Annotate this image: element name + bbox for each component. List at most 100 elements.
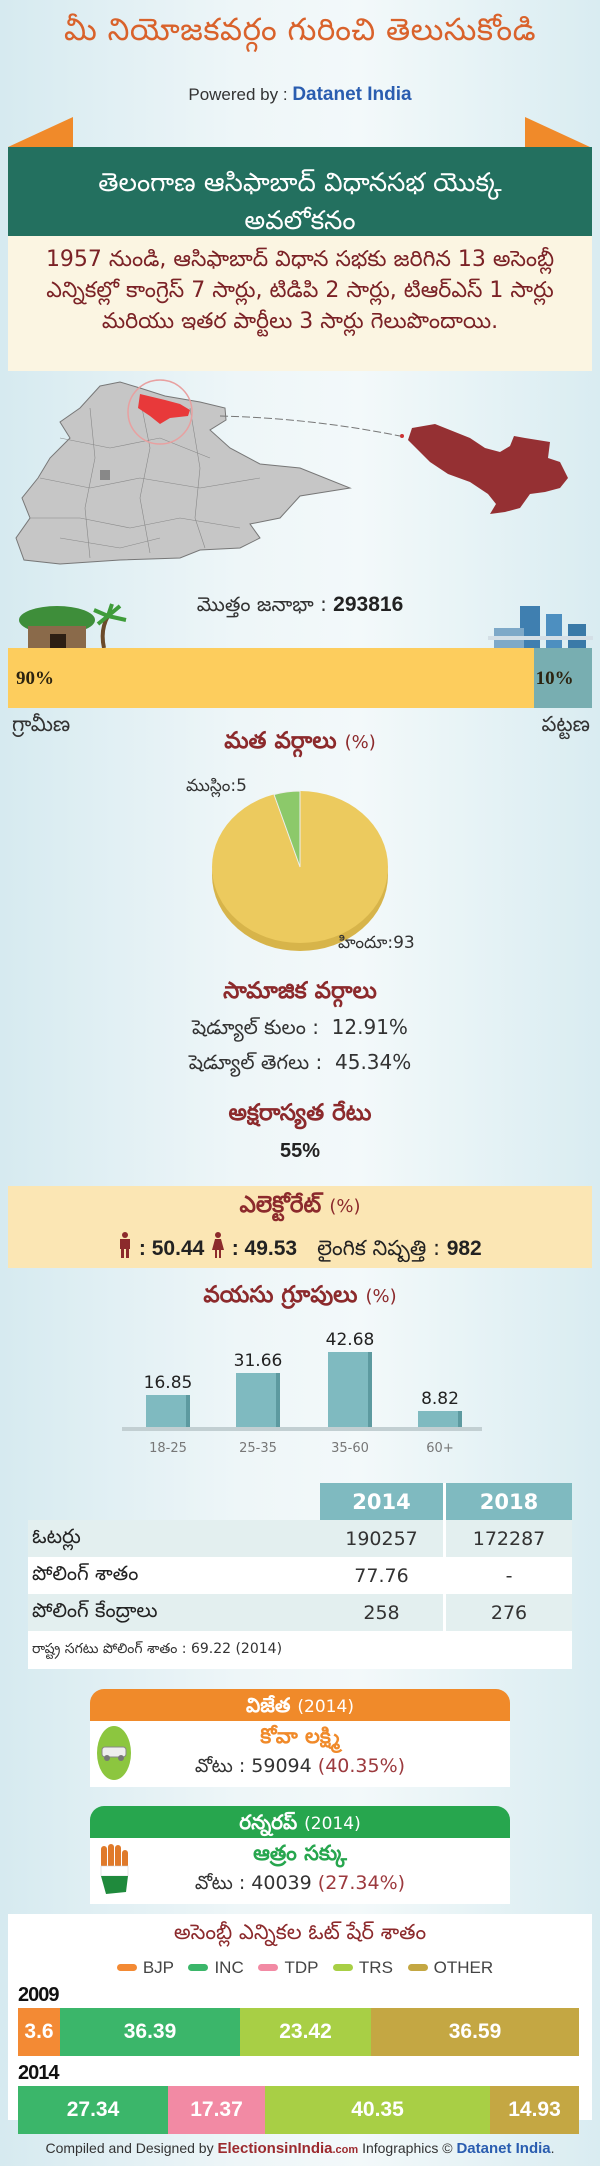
- bar-category: 18-25: [149, 1441, 187, 1456]
- sc-value: 12.91%: [331, 1015, 408, 1039]
- segment-trs: 23.42: [240, 2008, 371, 2056]
- row-label: పోలింగ్ శాతం: [32, 1561, 139, 1585]
- segment-other: 14.93: [490, 2086, 579, 2134]
- male-percent: : 50.44: [138, 1237, 205, 1260]
- cell-2018: 172287: [472, 1527, 546, 1550]
- st-row: షెడ్యూల్ తెగలు : 45.34%: [0, 1050, 600, 1079]
- bar-value: 8.82: [421, 1389, 459, 1409]
- legend-swatch-bjp: [116, 1963, 137, 1971]
- bar-25-35: [236, 1373, 280, 1427]
- table-row-polling-stations: పోలింగ్ కేంద్రాలు 258 276: [28, 1594, 572, 1631]
- row-label: ఓటర్లు: [32, 1524, 81, 1548]
- state-average-note: రాష్ట్ర సగటు పోలింగ్ శాతం : 69.22 (2014): [28, 1631, 572, 1669]
- winner-year: (2014): [297, 1697, 354, 1717]
- x-axis-line: [122, 1427, 482, 1431]
- ribbon-fold-left: [8, 117, 73, 147]
- legend-swatch-other: [407, 1963, 428, 1971]
- voter-stats-table: 2014 2018 ఓటర్లు 190257 172287 పోలింగ్ శ…: [28, 1483, 572, 1669]
- runner-up-title: రన్నరప్: [239, 1810, 298, 1834]
- male-icon: [120, 1232, 131, 1258]
- runner-up-vote-percent: (27.34%): [317, 1872, 406, 1894]
- segment-other: 36.59: [371, 2008, 579, 2056]
- legend-label: TRS: [358, 1958, 393, 1977]
- segment-inc: 27.34: [18, 2086, 168, 2134]
- winner-vote-count: వోటు : 59094: [194, 1755, 318, 1777]
- total-population-value: 293816: [333, 593, 404, 616]
- literacy-heading: అక్షరాస్యత రేటు: [228, 1100, 372, 1126]
- runner-up-card: రన్నరప్ (2014) ఆత్రం సక్కు వోటు : 40039 …: [90, 1806, 510, 1904]
- total-population: మొత్తం జనాభా : 293816: [0, 592, 600, 621]
- legend-swatch-trs: [332, 1963, 353, 1971]
- bar-category: 35-60: [331, 1441, 369, 1456]
- footer-site-link[interactable]: ElectionsinIndia.com: [217, 2140, 358, 2157]
- car-icon: [97, 1726, 131, 1780]
- bar-category: 25-35: [239, 1441, 277, 1456]
- legend-label: OTHER: [433, 1958, 494, 1977]
- sex-ratio-label: లైంగిక నిష్పత్తి :: [317, 1236, 447, 1260]
- footer-prefix: Compiled and Designed by: [45, 2140, 218, 2156]
- powered-by-label: Powered by :: [188, 85, 293, 104]
- header-cell-2018: 2018: [446, 1483, 572, 1520]
- age-heading: వయసు గ్రూపులు (%): [0, 1282, 600, 1314]
- banner-line-2: అవలోకనం: [244, 206, 356, 236]
- bar-value: 31.66: [233, 1351, 283, 1371]
- intro-summary: 1957 నుండి, ఆసిఫాబాద్ విధాన సభకు జరిగిన …: [8, 236, 592, 371]
- female-icon: [212, 1232, 224, 1258]
- row-label: పోలింగ్ కేంద్రాలు: [32, 1598, 158, 1622]
- segment-tdp: 17.37: [168, 2086, 265, 2134]
- cell-2014: 258: [320, 1594, 446, 1631]
- bar-18-25: [146, 1395, 190, 1427]
- winner-vote-percent: (40.35%): [317, 1755, 406, 1777]
- winner-votes: వోటు : 59094 (40.35%): [90, 1755, 510, 1782]
- electorate-title: ఎలెక్టోరేట్: [239, 1192, 322, 1218]
- bar-category: 60+: [426, 1441, 454, 1456]
- religion-unit: (%): [344, 732, 376, 753]
- rural-percent: 90%: [16, 668, 54, 689]
- legend-label: BJP: [142, 1958, 174, 1977]
- bar-value: 42.68: [325, 1330, 375, 1350]
- ribbon-fold-right: [525, 117, 590, 147]
- table-row-voters: ఓటర్లు 190257 172287: [28, 1520, 572, 1557]
- footer-middle: Infographics ©: [358, 2140, 457, 2156]
- hand-icon: [100, 1844, 129, 1894]
- religion-pie-chart: [212, 790, 388, 951]
- footer-site-tld: .com: [332, 2144, 359, 2156]
- powered-by: Powered by : Datanet India: [0, 84, 600, 106]
- cell-2018: 276: [490, 1601, 528, 1624]
- vote-share-bar-2009: 3.6 36.39 23.42 36.59: [18, 2008, 579, 2056]
- hindu-label: హిందూ:93: [338, 933, 415, 953]
- age-title: వయసు గ్రూపులు: [203, 1282, 358, 1308]
- telangana-map-icon: [15, 379, 568, 565]
- runner-up-header: రన్నరప్ (2014): [90, 1806, 510, 1838]
- urban-percent: 10%: [535, 668, 574, 689]
- legend-label: INC: [214, 1958, 244, 1977]
- footer-end: .: [550, 2140, 555, 2156]
- bar-value: 16.85: [143, 1373, 193, 1393]
- banner-line-1: తెలంగాణ ఆసిఫాబాద్ విధానసభ యొక్క: [98, 168, 502, 198]
- city-building-icon: [488, 606, 593, 650]
- runner-up-name: ఆత్రం సక్కు: [253, 1841, 347, 1865]
- constituency-map: [0, 378, 600, 568]
- legend-label: TDP: [284, 1958, 319, 1977]
- vote-share-bar-2014: 27.34 17.37 40.35 14.93: [18, 2086, 579, 2134]
- page-title: మీ నియోజకవర్గం గురించి తెలుసుకోండి: [63, 12, 537, 48]
- segment-trs: 40.35: [265, 2086, 490, 2134]
- literacy-value: 55%: [279, 1140, 321, 1162]
- age-bar-chart: 16.85 18-25 31.66 25-35 42.68 35-60 8.82…: [120, 1305, 482, 1465]
- electorate-panel: [8, 1186, 592, 1268]
- winner-name: కోవా లక్ష్మి: [260, 1724, 340, 1748]
- muslim-label: ముస్లిం:5: [186, 776, 247, 796]
- cell-2018: -: [505, 1564, 513, 1587]
- winner-title: విజేత: [246, 1693, 291, 1717]
- legend-swatch-tdp: [258, 1963, 279, 1971]
- bar-60-plus: [418, 1411, 462, 1427]
- age-unit: (%): [365, 1286, 397, 1307]
- winner-body: కోవా లక్ష్మి వోటు : 59094 (40.35%): [90, 1721, 510, 1787]
- vote-share-legend: BJP INC TDP TRS OTHER: [0, 1958, 600, 1978]
- bar-35-60: [328, 1352, 372, 1427]
- total-population-label: మొత్తం జనాభా :: [196, 592, 334, 616]
- female-percent: : 49.53: [231, 1237, 298, 1260]
- winner-card: విజేత (2014) కోవా లక్ష్మి వోటు : 59094 (…: [90, 1689, 510, 1787]
- footer-credits: Compiled and Designed by ElectionsinIndi…: [0, 2140, 600, 2157]
- footer-brand-link[interactable]: Datanet India: [456, 2140, 551, 2157]
